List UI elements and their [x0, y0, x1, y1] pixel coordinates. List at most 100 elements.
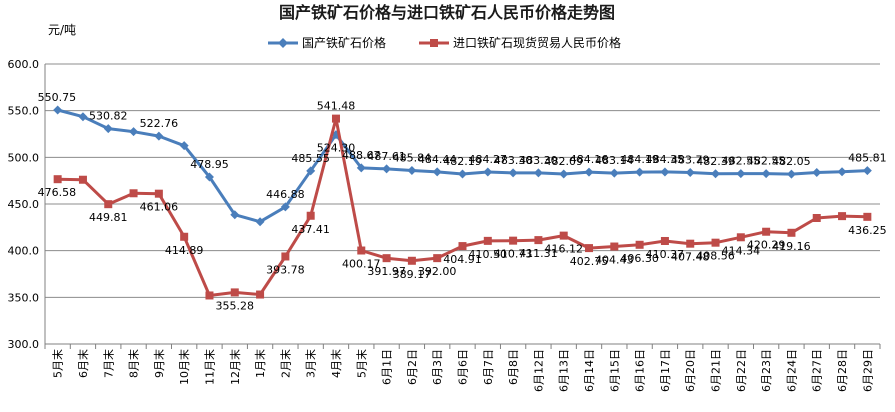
data-label-series-1: 410.73 — [494, 248, 533, 261]
series-1-point — [78, 175, 87, 184]
data-label-series-1: 410.50 — [469, 248, 508, 261]
series-1-point — [230, 288, 239, 297]
data-label-series-0: 488.67 — [342, 149, 381, 162]
series-0-point — [837, 167, 847, 177]
series-1-point — [635, 240, 644, 249]
data-label-series-1: 420.29 — [747, 239, 786, 252]
x-category-label: 6月29日 — [861, 349, 874, 392]
series-0-point — [280, 202, 290, 212]
data-label-series-0: 483.30 — [519, 154, 558, 167]
data-label-series-1: 419.16 — [772, 240, 811, 253]
x-category-label: 6月22日 — [735, 349, 748, 392]
data-label-series-0: 446.88 — [266, 188, 305, 201]
data-label-series-1: 461.06 — [140, 201, 179, 214]
data-label-series-1: 404.91 — [443, 253, 482, 266]
x-category-label: 6月21日 — [710, 349, 723, 392]
y-tick-label: 450.0 — [8, 198, 40, 211]
series-0-point — [862, 166, 872, 176]
data-label-series-0: 482.05 — [772, 155, 811, 168]
series-1-point — [509, 236, 518, 245]
series-0-point — [786, 169, 796, 179]
series-0-point — [179, 141, 189, 151]
data-label-series-1: 541.48 — [317, 100, 356, 113]
series-0-point — [533, 168, 543, 178]
x-category-label: 6月17日 — [659, 349, 672, 392]
series-0-point — [660, 167, 670, 177]
data-label-series-1: 402.75 — [570, 255, 609, 268]
data-label-series-0: 524.30 — [317, 142, 356, 155]
data-label-series-0: 487.61 — [367, 150, 406, 163]
series-1-point — [534, 236, 543, 245]
series-0-point — [382, 164, 392, 174]
series-1-point — [331, 114, 340, 123]
series-1-point — [256, 290, 265, 299]
x-category-label: 5月末 — [51, 349, 65, 378]
series-0-point — [407, 166, 417, 176]
data-label-series-0: 483.30 — [494, 154, 533, 167]
series-1-point — [53, 175, 62, 184]
legend-domestic-marker — [278, 38, 288, 48]
series-1-point — [736, 233, 745, 242]
x-category-label: 6月27日 — [811, 349, 824, 392]
chart-title: 国产铁矿石价格与进口铁矿石人民币价格走势图 — [279, 3, 615, 22]
series-0-point — [129, 127, 139, 137]
series-0-point — [306, 166, 316, 176]
series-0-point — [685, 167, 695, 177]
series-1-point — [458, 242, 467, 251]
data-label-series-0: 483.14 — [595, 154, 634, 167]
data-label-series-0: 484.44 — [418, 153, 457, 166]
series-0-point — [230, 210, 240, 220]
series-1-point — [104, 200, 113, 209]
series-1-point — [559, 231, 568, 240]
x-category-label: 6月3日 — [431, 349, 444, 385]
series-0-point — [356, 163, 366, 173]
data-label-series-0: 478.95 — [190, 158, 229, 171]
y-axis-ticks: 300.0 350.0 400.0 450.0 500.0 550.0 600.0 — [8, 58, 40, 351]
data-label-series-0: 482.39 — [696, 155, 735, 168]
data-label-series-1: 389.17 — [393, 268, 432, 281]
x-category-label: 11月末 — [202, 349, 216, 385]
series-1-point — [711, 238, 720, 247]
x-category-label: 6月28日 — [836, 349, 849, 392]
series-1-point — [205, 291, 214, 300]
data-label-series-1: 414.34 — [722, 244, 761, 257]
series-0-point — [204, 172, 214, 182]
series-1-point — [863, 212, 872, 221]
series-1-point — [407, 256, 416, 265]
series-0-point — [812, 167, 822, 177]
data-label-series-1: 407.48 — [671, 251, 710, 264]
series-1-point — [180, 232, 189, 241]
legend-import-marker — [430, 39, 438, 47]
series-0-point — [432, 167, 442, 177]
y-axis-unit-label: 元/吨 — [48, 23, 76, 37]
data-label-series-1: 408.56 — [696, 250, 735, 263]
data-label-series-1: 400.17 — [342, 258, 381, 271]
series-1-point — [660, 236, 669, 245]
series-1-point — [812, 214, 821, 222]
data-label-series-1: 393.78 — [266, 263, 305, 276]
data-label-series-0: 530.82 — [89, 110, 128, 123]
x-category-label: 6月8日 — [507, 349, 520, 385]
legend: 国产铁矿石价格 进口铁矿石现货贸易人民币价格 — [268, 35, 621, 50]
series-1-point — [585, 244, 594, 253]
x-category-label: 6月12日 — [532, 349, 545, 392]
series-0-point — [483, 167, 493, 177]
data-label-series-0: 550.75 — [38, 91, 77, 104]
x-category-label: 10月末 — [177, 349, 191, 385]
y-tick-label: 300.0 — [8, 338, 40, 351]
x-category-label: 1月末 — [253, 349, 267, 378]
data-label-series-0: 482.55 — [722, 155, 761, 168]
data-label-series-1: 449.81 — [89, 211, 128, 224]
x-category-label: 6月23日 — [760, 349, 773, 392]
x-category-label: 6月16日 — [634, 349, 647, 392]
series-1-point — [281, 252, 290, 261]
data-label-series-1: 392.00 — [418, 265, 457, 278]
y-tick-label: 500.0 — [8, 151, 40, 164]
x-category-label: 6月2日 — [406, 349, 419, 385]
data-label-series-0: 484.16 — [570, 153, 609, 166]
data-label-series-1: 437.41 — [291, 223, 330, 236]
axes — [44, 64, 881, 349]
data-label-series-1: 406.30 — [620, 252, 659, 265]
x-category-label: 5月末 — [354, 349, 368, 378]
series-0-point — [736, 169, 746, 179]
